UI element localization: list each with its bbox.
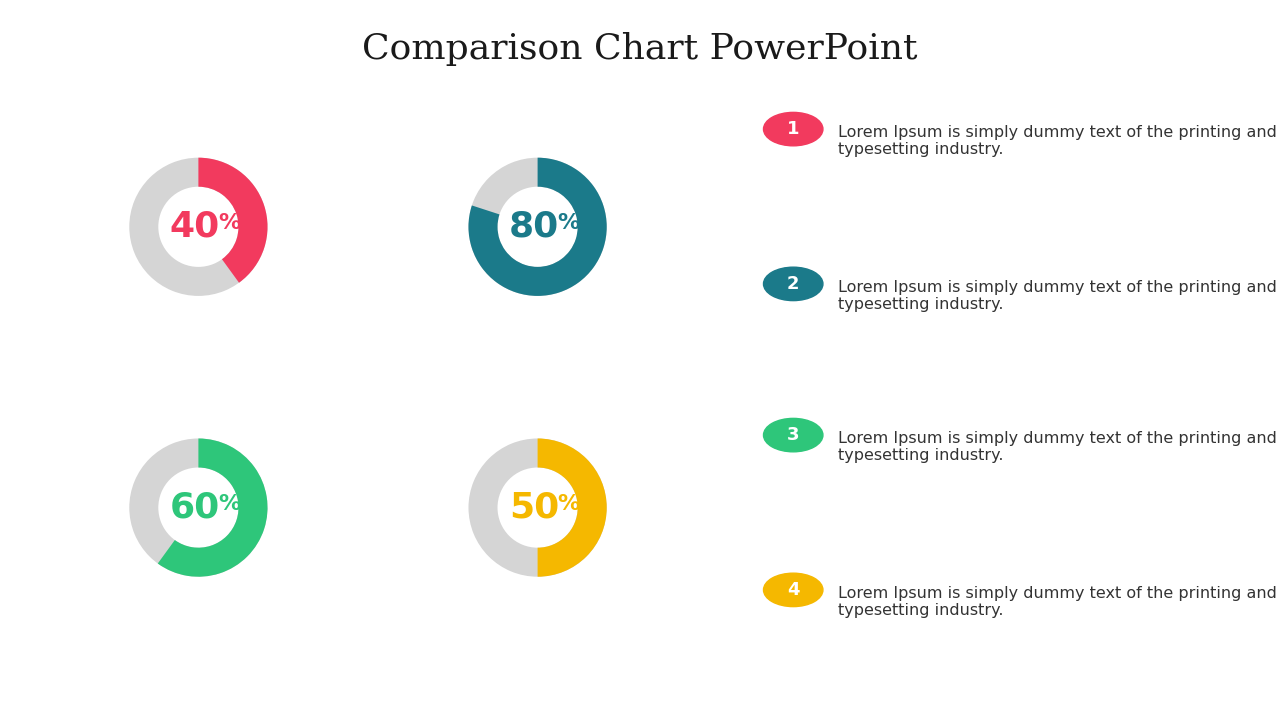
Wedge shape	[538, 438, 607, 577]
Text: Lorem Ipsum is simply dummy text of the printing and: Lorem Ipsum is simply dummy text of the …	[838, 431, 1277, 446]
Circle shape	[763, 267, 823, 301]
Text: Lorem Ipsum is simply dummy text of the printing and: Lorem Ipsum is simply dummy text of the …	[838, 585, 1277, 600]
Wedge shape	[129, 438, 268, 577]
Text: 80: 80	[509, 210, 559, 244]
Circle shape	[763, 112, 823, 146]
Wedge shape	[468, 158, 607, 296]
Text: Content: Content	[155, 611, 242, 629]
Circle shape	[763, 418, 823, 452]
Text: typesetting industry.: typesetting industry.	[838, 142, 1004, 157]
Text: 1: 1	[787, 120, 800, 138]
Wedge shape	[129, 158, 268, 296]
Wedge shape	[198, 158, 268, 283]
Text: %: %	[558, 213, 580, 233]
Wedge shape	[468, 158, 607, 296]
Text: Content: Content	[155, 330, 242, 348]
Text: %: %	[219, 494, 241, 514]
Text: 50: 50	[509, 490, 559, 525]
Text: Content: Content	[494, 330, 581, 348]
Text: %: %	[219, 213, 241, 233]
Text: typesetting industry.: typesetting industry.	[838, 448, 1004, 463]
Text: Lorem Ipsum is simply dummy text of the printing and: Lorem Ipsum is simply dummy text of the …	[838, 125, 1277, 140]
Text: Comparison Chart PowerPoint: Comparison Chart PowerPoint	[362, 32, 918, 66]
Text: typesetting industry.: typesetting industry.	[838, 603, 1004, 618]
Text: 4: 4	[787, 581, 800, 599]
Wedge shape	[468, 438, 607, 577]
Wedge shape	[157, 438, 268, 577]
Text: %: %	[558, 494, 580, 514]
Text: typesetting industry.: typesetting industry.	[838, 297, 1004, 312]
Text: 60: 60	[170, 490, 220, 525]
Text: 40: 40	[170, 210, 220, 244]
Text: 2: 2	[787, 275, 800, 293]
Text: Lorem Ipsum is simply dummy text of the printing and: Lorem Ipsum is simply dummy text of the …	[838, 279, 1277, 294]
Text: Content: Content	[494, 611, 581, 629]
Circle shape	[763, 573, 823, 607]
Text: 3: 3	[787, 426, 800, 444]
